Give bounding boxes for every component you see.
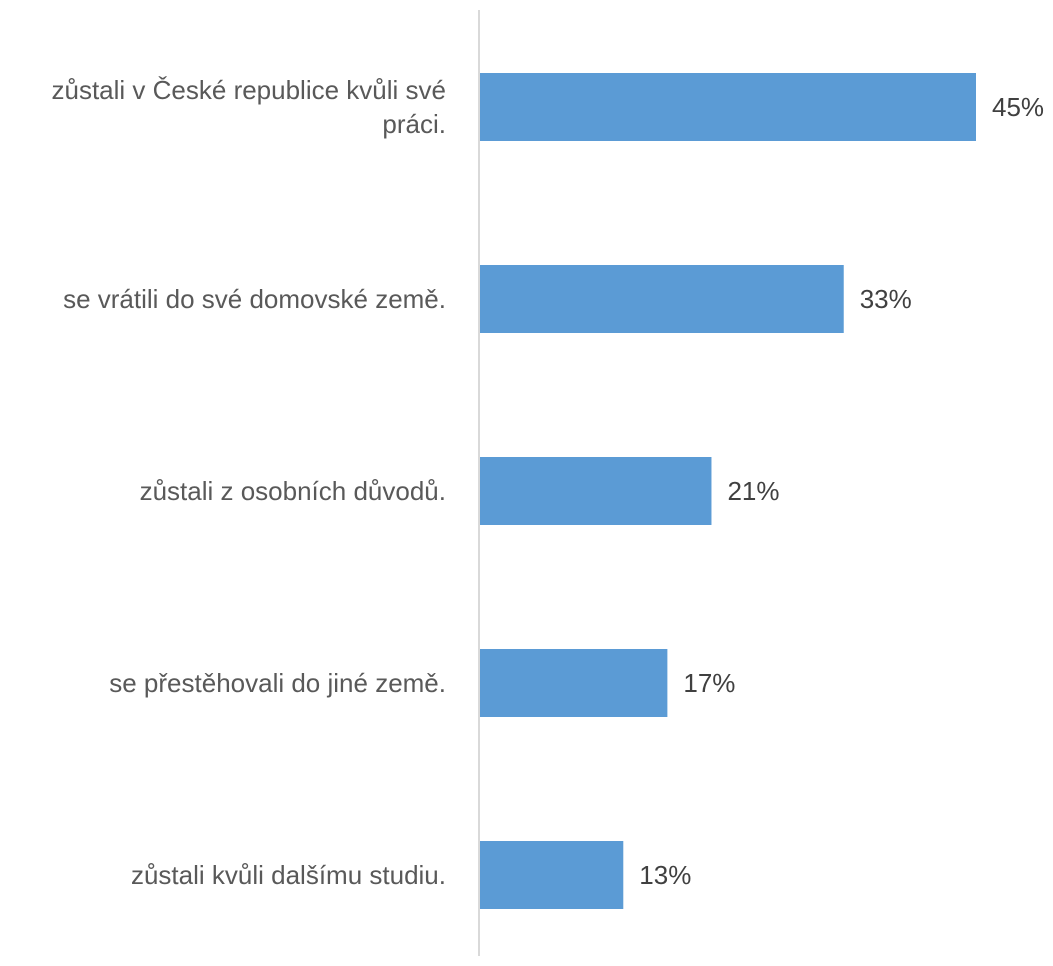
category-label-line: zůstali z osobních důvodů. [140,476,446,506]
category-label-3: zůstali z osobních důvodů. [140,476,446,506]
category-label-line: práci. [382,109,446,139]
category-label-1: zůstali v České republice kvůli své práci… [52,75,447,139]
category-label-line: se přestěhovali do jiné země. [109,668,446,698]
value-label-5: 13% [639,860,691,890]
value-label-4: 17% [683,668,735,698]
bar-5 [480,841,624,909]
value-label-3: 21% [727,476,779,506]
bars-group [480,73,976,909]
category-label-line: se vrátili do své domovské země. [63,284,446,314]
category-label-line: zůstali v České republice kvůli své [52,75,447,105]
category-label-line: zůstali kvůli dalšímu studiu. [131,860,446,890]
category-label-5: zůstali kvůli dalšímu studiu. [131,860,446,890]
bar-3 [480,457,712,525]
value-label-2: 33% [860,284,912,314]
value-label-1: 45% [992,92,1044,122]
bar-2 [480,265,844,333]
bar-4 [480,649,668,717]
category-label-4: se přestěhovali do jiné země. [109,668,446,698]
value-labels-group: 45% 33% 21% 17% 13% [639,92,1044,890]
bar-1 [480,73,976,141]
category-label-2: se vrátili do své domovské země. [63,284,446,314]
category-labels-group: zůstali v České republice kvůli své práci… [52,75,447,890]
